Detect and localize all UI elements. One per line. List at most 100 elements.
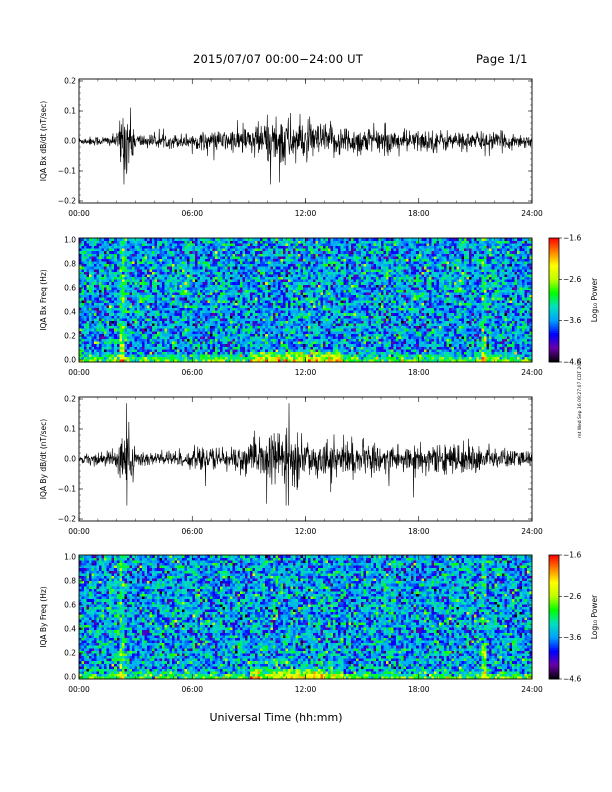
heatmap-cell <box>277 297 281 301</box>
heatmap-cell <box>235 266 238 270</box>
heatmap-cell <box>177 325 180 329</box>
heatmap-cell <box>144 341 148 345</box>
heatmap-cell <box>242 243 246 247</box>
heatmap-cell <box>91 258 95 262</box>
heatmap-cell <box>139 305 143 309</box>
heatmap-cell <box>86 346 90 350</box>
heatmap-cell <box>174 250 178 254</box>
heatmap-cell <box>182 274 185 278</box>
heatmap-cell <box>219 325 223 329</box>
heatmap-cell <box>189 261 193 265</box>
heatmap-cell <box>245 287 248 290</box>
heatmap-cell <box>207 356 211 360</box>
heatmap-cell <box>305 274 309 278</box>
heatmap-cell <box>146 240 150 244</box>
heatmap-cell <box>338 359 342 363</box>
heatmap-cell <box>313 300 316 303</box>
heatmap-cell <box>84 323 87 327</box>
heatmap-cell <box>262 351 266 355</box>
heatmap-cell <box>227 263 231 267</box>
heatmap-cell <box>305 346 309 350</box>
heatmap-cell <box>287 263 291 267</box>
heatmap-cell <box>217 307 221 311</box>
heatmap-cell <box>104 351 107 355</box>
heatmap-cell <box>199 310 203 314</box>
heatmap-cell <box>232 240 236 244</box>
heatmap-cell <box>290 238 294 241</box>
heatmap-cell <box>106 292 110 296</box>
heatmap-cell <box>237 315 241 319</box>
heatmap-cell <box>199 323 203 327</box>
heatmap-cell <box>129 248 133 252</box>
heatmap-cell <box>315 300 319 303</box>
heatmap-cell <box>124 258 128 262</box>
heatmap-cell <box>277 287 281 290</box>
heatmap-cell <box>224 310 228 314</box>
heatmap-cell <box>136 245 140 249</box>
heatmap-cell <box>159 261 163 265</box>
heatmap-cell <box>169 245 173 249</box>
heatmap-cell <box>320 359 324 363</box>
heatmap-cell <box>267 310 271 314</box>
heatmap-cell <box>99 300 102 303</box>
heatmap-cell <box>330 258 334 262</box>
heatmap-cell <box>323 261 326 265</box>
heatmap-cell <box>235 305 238 309</box>
heatmap-cell <box>202 274 206 278</box>
heatmap-cell <box>209 271 213 275</box>
heatmap-cell <box>99 336 102 340</box>
heatmap-cell <box>245 307 248 311</box>
heatmap-cell <box>119 320 123 324</box>
heatmap-cell <box>315 354 319 358</box>
heatmap-cell <box>245 341 248 345</box>
heatmap-cell <box>242 263 246 267</box>
heatmap-cell <box>192 253 196 257</box>
heatmap-cell <box>237 343 241 347</box>
heatmap-cell <box>320 341 324 345</box>
heatmap-cell <box>313 294 316 298</box>
heatmap-cell <box>119 310 123 314</box>
heatmap-cell <box>184 284 188 288</box>
heatmap-cell <box>91 250 95 254</box>
heatmap-cell <box>323 266 326 270</box>
heatmap-cell <box>219 328 223 332</box>
heatmap-cell <box>214 351 218 355</box>
heatmap-cell <box>237 287 241 290</box>
heatmap-cell <box>182 325 185 329</box>
heatmap-cell <box>333 325 336 329</box>
heatmap-cell <box>149 307 153 311</box>
heatmap-cell <box>227 266 231 270</box>
heatmap-cell <box>129 271 133 275</box>
heatmap-cell <box>318 310 321 314</box>
heatmap-cell <box>157 263 160 267</box>
heatmap-cell <box>280 269 284 272</box>
heatmap-cell <box>192 289 196 293</box>
heatmap-cell <box>167 310 170 314</box>
heatmap-cell <box>295 289 299 293</box>
heatmap-cell <box>106 315 110 319</box>
heatmap-cell <box>219 359 223 363</box>
heatmap-cell <box>323 318 326 321</box>
heatmap-cell <box>129 238 133 241</box>
heatmap-cell <box>338 287 342 290</box>
heatmap-cell <box>333 315 336 319</box>
heatmap-cell <box>124 240 128 244</box>
heatmap-cell <box>189 263 193 267</box>
heatmap-cell <box>247 305 251 309</box>
heatmap-cell <box>330 325 334 329</box>
heatmap-cell <box>257 359 261 363</box>
heatmap-cell <box>116 359 120 363</box>
heatmap-cell <box>154 305 158 309</box>
heatmap-cell <box>214 297 218 301</box>
heatmap-cell <box>109 312 113 316</box>
heatmap-cell <box>86 279 90 283</box>
heatmap-cell <box>318 349 321 352</box>
heatmap-cell <box>111 320 115 324</box>
heatmap-cell <box>81 240 85 244</box>
heatmap-cell <box>212 343 216 347</box>
heatmap-cell <box>116 320 120 324</box>
heatmap-cell <box>214 318 218 321</box>
heatmap-cell <box>222 274 226 278</box>
heatmap-cell <box>204 276 208 280</box>
heatmap-cell <box>224 287 228 290</box>
